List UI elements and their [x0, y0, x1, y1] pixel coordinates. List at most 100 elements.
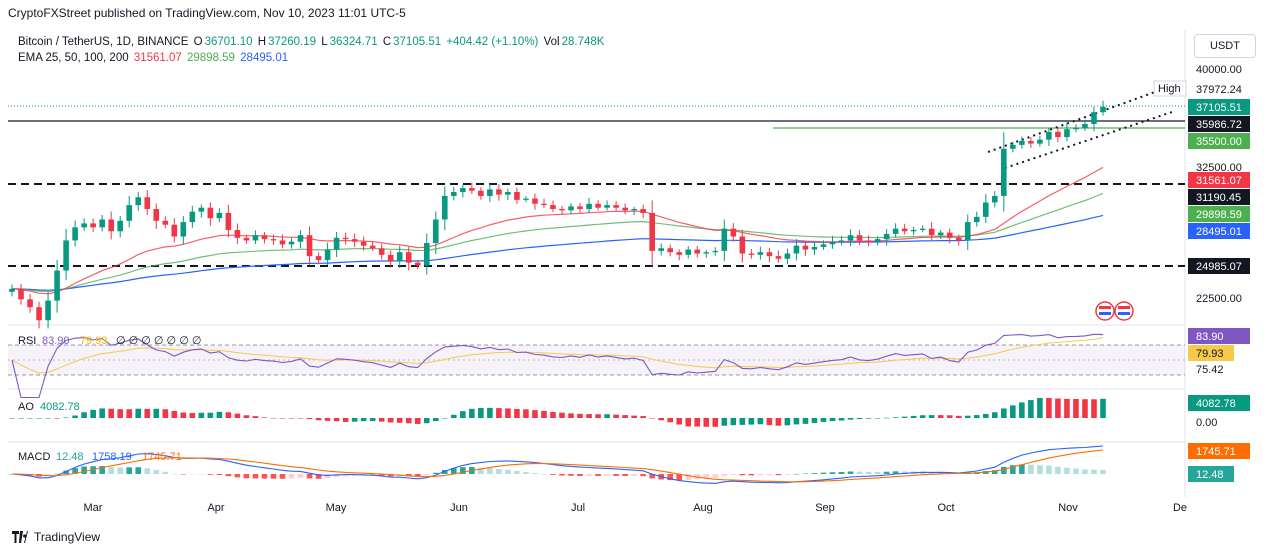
candle-body: [946, 232, 953, 238]
badge-macd-signal-value: 1745.71: [1196, 446, 1236, 458]
ao-bar: [126, 409, 133, 418]
time-axis-label: De: [1173, 502, 1187, 514]
candle-body: [856, 235, 863, 241]
ao-label[interactable]: AO: [18, 401, 34, 413]
candle-body: [577, 206, 583, 210]
ao-bar: [586, 414, 592, 418]
candle-body: [982, 202, 989, 217]
ao-bar: [261, 417, 268, 418]
candle-body: [126, 205, 133, 221]
ao-bar: [973, 415, 980, 418]
ao-bar: [1019, 402, 1025, 418]
macd-label[interactable]: MACD: [18, 451, 50, 463]
ao-bar: [207, 412, 214, 418]
ao-bar: [883, 417, 890, 419]
candle-body: [766, 252, 773, 257]
candle-body: [1010, 144, 1016, 149]
candle-body: [775, 256, 782, 259]
ao-bar: [1091, 399, 1097, 418]
time-axis-label: Jun: [450, 502, 468, 514]
badge-ema25-value: 31561.07: [1196, 175, 1242, 187]
badge-ema50-value: 29898.59: [1196, 209, 1242, 221]
candle-body: [135, 197, 142, 206]
candle-body: [523, 198, 529, 200]
legend-ema: EMA 25, 50, 100, 200 31561.07 29898.59 2…: [18, 52, 290, 64]
candle-body: [1037, 139, 1043, 144]
ao-bar: [523, 409, 529, 418]
macd-hist-bar: [874, 471, 881, 474]
symbol-label[interactable]: Bitcoin / TetherUS, 1D, BINANCE: [18, 36, 189, 48]
badge-high-value: 37972.24: [1196, 84, 1242, 96]
candle-body: [72, 227, 78, 241]
ema50-value: 29898.59: [186, 52, 235, 64]
time-axis-label: Aug: [693, 502, 713, 514]
badge-ao-value: 4082.78: [1196, 398, 1236, 410]
candle-body: [108, 219, 114, 232]
badge-ao: [1188, 395, 1250, 411]
macd-hist-bar: [649, 474, 655, 479]
time-axis-label: Sep: [815, 502, 835, 514]
ao-bar: [441, 418, 448, 419]
candle-body: [1082, 123, 1088, 128]
time-axis-label: Oct: [937, 502, 954, 514]
candle-body: [532, 198, 538, 204]
macd-hist-bar: [324, 474, 331, 479]
footer-brand[interactable]: TradingView: [12, 530, 100, 544]
ao-bar: [649, 418, 655, 419]
ao-bar: [9, 418, 15, 419]
ao-bar: [171, 410, 178, 418]
candle-body: [1100, 106, 1106, 113]
candle-body: [910, 229, 917, 232]
ao-bar: [496, 408, 502, 418]
currency-unit-button[interactable]: USDT: [1194, 34, 1256, 58]
ao-bar: [838, 418, 845, 421]
ao-bar: [369, 418, 376, 421]
ao-bar: [72, 415, 78, 418]
ema-label[interactable]: EMA 25, 50, 100, 200: [18, 52, 129, 64]
macd-hist-bar: [460, 467, 466, 474]
ao-bar: [162, 409, 169, 418]
badge-close: [1188, 99, 1250, 115]
ao-bar: [1100, 398, 1106, 418]
macd-hist-bar: [595, 474, 601, 476]
us-event-flag-icon[interactable]: [1114, 301, 1134, 321]
ao-bar: [568, 413, 574, 418]
macd-hist-bar: [739, 474, 746, 476]
ao-bar: [721, 418, 728, 426]
ema25-value: 31561.07: [133, 52, 182, 64]
candle-body: [622, 207, 628, 211]
macd-hist-value: 12.48: [56, 451, 84, 463]
ao-bar: [919, 415, 926, 418]
macd-hist-bar: [568, 474, 574, 476]
candle-body: [469, 188, 475, 191]
macd-hist-bar: [577, 474, 583, 477]
ao-bar: [595, 414, 601, 418]
ao-bar: [739, 418, 746, 425]
us-event-flag-icon[interactable]: [1095, 301, 1115, 321]
ao-bar: [279, 418, 286, 419]
macd-hist-bar: [162, 471, 169, 474]
ao-bar: [856, 418, 863, 420]
macd-hist-bar: [847, 471, 854, 474]
candle-body: [865, 240, 872, 242]
badge-rsi-value: 83.90: [1196, 331, 1224, 343]
macd-hist-bar: [1091, 469, 1097, 474]
macd-hist-bar: [676, 474, 683, 481]
rsi-label[interactable]: RSI: [18, 335, 36, 347]
candle-body: [658, 248, 664, 251]
candle-body: [225, 212, 232, 230]
macd-hist-bar: [604, 474, 610, 476]
low-label: L: [321, 36, 328, 48]
macd-hist-bar: [559, 474, 565, 476]
ao-bar: [1064, 398, 1070, 418]
ema100-line: [11, 214, 1104, 291]
tradingview-brand: TradingView: [34, 530, 101, 544]
ao-bar: [351, 418, 358, 422]
ao-bar: [27, 418, 33, 419]
macd-hist-bar: [45, 474, 51, 477]
macd-hist-bar: [90, 466, 96, 474]
macd-hist-bar: [721, 474, 728, 477]
ao-bar: [378, 418, 385, 422]
ao-value: 4082.78: [40, 401, 80, 413]
